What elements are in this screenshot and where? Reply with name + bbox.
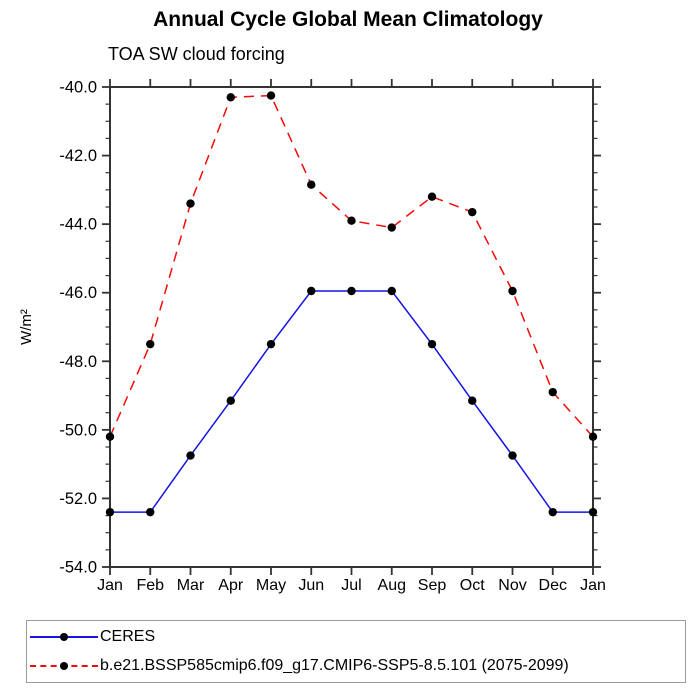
legend-line-sample-model <box>30 660 98 672</box>
data-point-marker <box>186 199 195 208</box>
legend-label-ceres: CERES <box>100 628 156 645</box>
data-point-marker <box>146 339 155 349</box>
data-point-marker <box>146 507 155 517</box>
x-tick-label: Jan <box>580 577 606 594</box>
data-point-marker <box>307 180 316 189</box>
legend-item-model: b.e21.BSSP585cmip6.f09_g17.CMIP6-SSP5-8.… <box>27 652 685 681</box>
series-line-0 <box>110 290 593 513</box>
series-line-1 <box>109 94 594 438</box>
chart-title: Annual Cycle Global Mean Climatology <box>153 8 543 31</box>
x-tick-label: Aug <box>378 577 406 594</box>
x-tick-label: Jun <box>298 577 324 594</box>
data-point-marker <box>588 507 598 517</box>
data-point-marker <box>105 507 115 517</box>
y-axis-label: W/m² <box>18 309 35 345</box>
y-tick-label: -48.0 <box>59 353 97 371</box>
data-point-marker <box>105 432 115 441</box>
data-point-marker <box>387 223 396 232</box>
data-point-marker <box>347 286 356 296</box>
data-point-marker <box>186 451 195 460</box>
x-tick-label: Apr <box>218 577 244 594</box>
data-point-marker <box>508 451 517 460</box>
data-point-marker <box>508 286 517 296</box>
y-tick-label: -44.0 <box>59 216 97 234</box>
x-tick-label: Jan <box>97 577 123 594</box>
x-tick-label: Nov <box>498 577 526 594</box>
legend-marker-dot <box>60 633 68 641</box>
y-tick-label: -54.0 <box>59 559 97 577</box>
legend-marker-dot <box>60 662 68 670</box>
y-tick-label: -52.0 <box>59 490 97 508</box>
data-point-marker <box>387 286 396 296</box>
line-chart-plot: W/m² Jan Feb Mar Apr May Jun Jul Aug Sep Oct Nov De… <box>18 79 606 595</box>
chart-subtitle: TOA SW cloud forcing <box>108 44 285 64</box>
y-tick-label: -50.0 <box>59 421 97 439</box>
x-tick-label: Mar <box>177 577 205 594</box>
x-tick-label: Oct <box>460 577 485 594</box>
x-tick-label: Jul <box>341 577 361 594</box>
x-tick-label: Sep <box>418 577 447 594</box>
legend-box: CERES b.e21.BSSP585cmip6.f09_g17.CMIP6-S… <box>26 620 686 683</box>
x-tick-label: Dec <box>539 577 567 594</box>
y-tick-label: -40.0 <box>59 79 97 97</box>
plot-border <box>109 86 594 568</box>
legend-label-model: b.e21.BSSP585cmip6.f09_g17.CMIP6-SSP5-8.… <box>100 657 569 674</box>
data-point-marker <box>347 216 356 225</box>
x-tick-label: Feb <box>136 577 164 594</box>
y-tick-label: -42.0 <box>59 147 97 165</box>
data-point-marker <box>266 339 276 349</box>
data-point-marker <box>468 396 477 405</box>
legend-line-sample-ceres <box>30 631 98 643</box>
data-point-marker <box>427 192 437 201</box>
data-point-marker <box>226 93 235 102</box>
y-tick-label: -46.0 <box>59 284 97 302</box>
data-point-marker <box>266 91 276 100</box>
legend-item-ceres: CERES <box>27 623 685 652</box>
data-point-marker <box>226 396 235 405</box>
data-point-marker <box>548 387 557 397</box>
data-point-marker <box>588 432 598 441</box>
data-point-marker <box>427 339 437 349</box>
data-point-marker <box>548 507 557 517</box>
x-tick-label: May <box>256 577 286 594</box>
data-point-marker <box>468 207 477 217</box>
data-point-marker <box>307 286 316 296</box>
